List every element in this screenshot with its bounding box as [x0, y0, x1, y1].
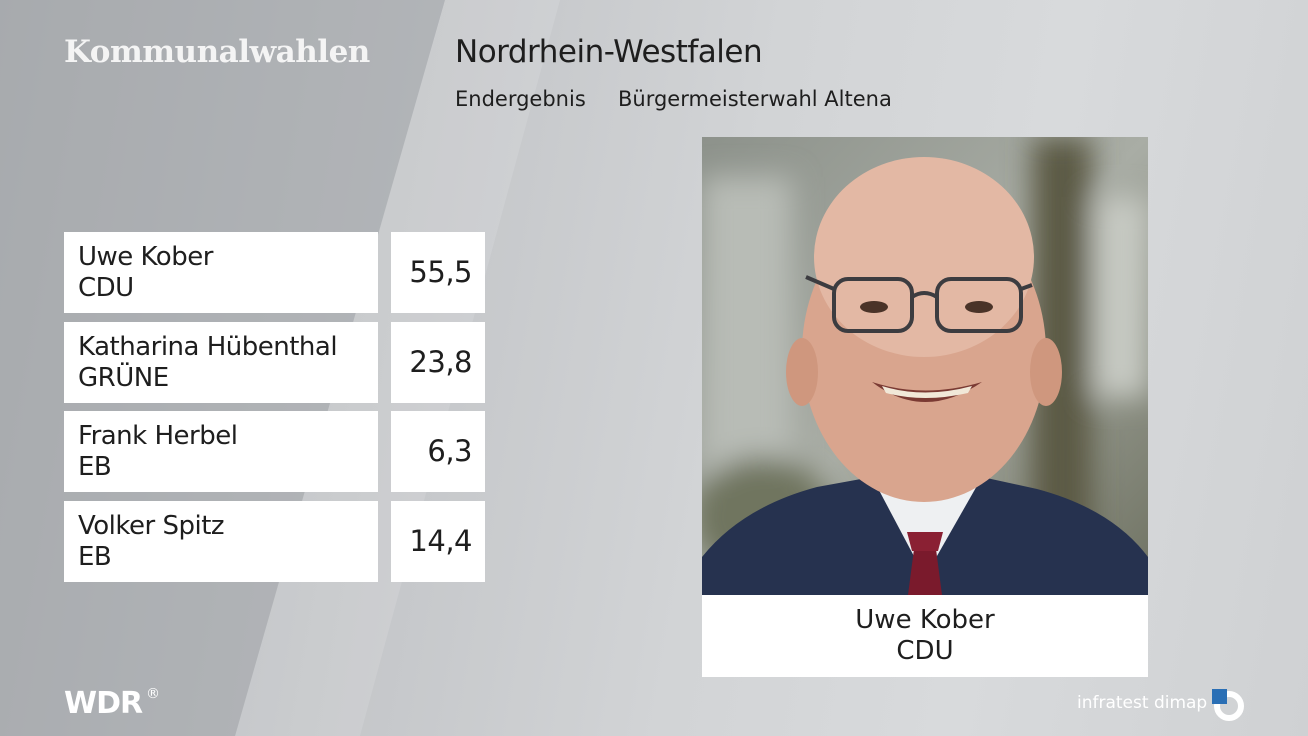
vote-share: 14,4 — [409, 523, 472, 558]
value-box: 55,5 — [391, 232, 485, 313]
election-name: Bürgermeisterwahl Altena — [618, 87, 892, 111]
source-label: infratest dimap — [1077, 693, 1208, 713]
candidate-label: Katharina Hübenthal GRÜNE — [78, 331, 338, 394]
result-status: Endergebnis — [455, 87, 586, 111]
candidate-box: Volker Spitz EB — [64, 500, 378, 582]
candidate-name: Frank Herbel — [78, 421, 238, 451]
caption-party: CDU — [896, 636, 954, 666]
candidate-box: Frank Herbel EB — [64, 411, 378, 492]
candidate-party: GRÜNE — [78, 362, 169, 393]
candidate-name: Katharina Hübenthal — [78, 331, 338, 362]
candidate-label: Volker Spitz EB — [78, 510, 225, 573]
registered-mark: ® — [146, 686, 160, 702]
vote-share: 6,3 — [427, 434, 472, 468]
value-box: 23,8 — [391, 321, 485, 403]
candidate-party: EB — [78, 452, 112, 482]
section-title: Kommunalwahlen — [64, 34, 370, 70]
candidate-box: Katharina Hübenthal GRÜNE — [64, 321, 378, 403]
vote-share: 55,5 — [409, 255, 472, 289]
candidate-party: EB — [78, 541, 112, 572]
value-box: 14,4 — [391, 500, 485, 582]
candidate-label: Uwe Kober CDU — [78, 242, 213, 304]
photo-caption: Uwe Kober CDU — [702, 595, 1148, 677]
candidate-name: Volker Spitz — [78, 510, 225, 541]
vote-share: 23,8 — [409, 344, 472, 379]
source-logo — [1212, 689, 1244, 721]
candidate-label: Frank Herbel EB — [78, 421, 238, 483]
candidate-party: CDU — [78, 273, 134, 303]
candidate-box: Uwe Kober CDU — [64, 232, 378, 313]
value-box: 6,3 — [391, 411, 485, 492]
candidate-name: Uwe Kober — [78, 242, 213, 272]
candidate-photo — [702, 137, 1148, 595]
region-title: Nordrhein-Westfalen — [455, 34, 763, 70]
broadcaster-logo: WDR — [64, 686, 143, 721]
caption-name: Uwe Kober — [855, 605, 995, 635]
